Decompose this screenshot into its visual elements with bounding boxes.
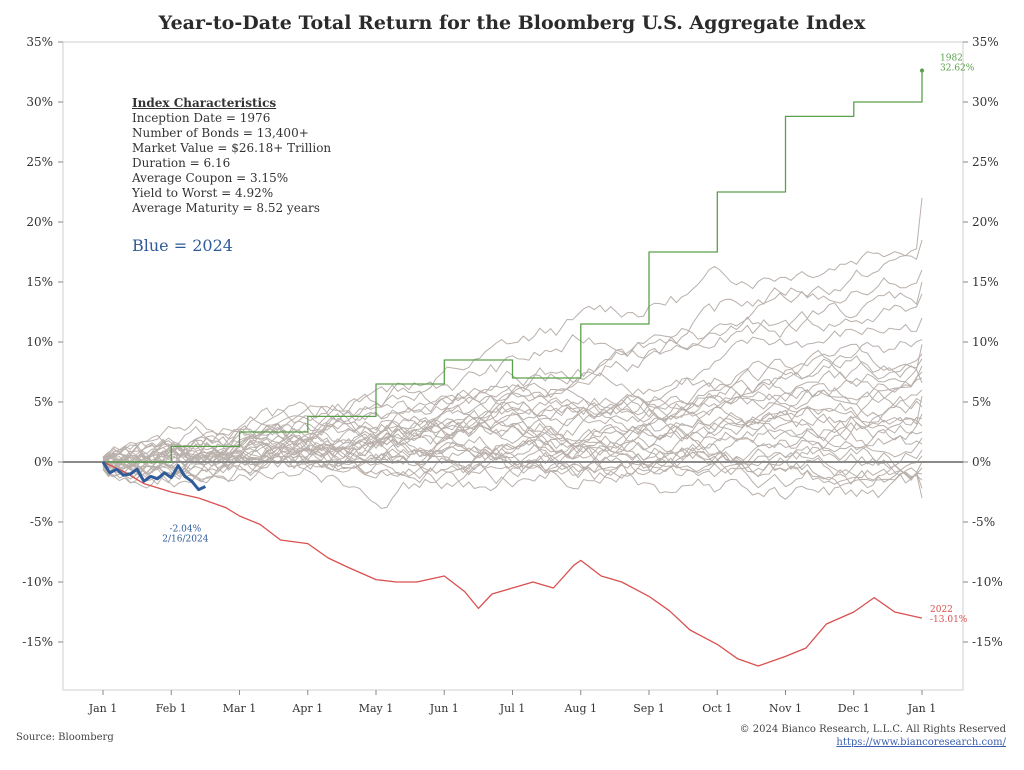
y-tick-label-right: 15% <box>972 275 999 289</box>
chart-title: Year-to-Date Total Return for the Bloomb… <box>158 12 866 34</box>
background-year-line <box>102 389 923 469</box>
blue-legend-note: Blue = 2024 <box>132 236 233 255</box>
annotation-2024: -2.04% <box>170 524 202 534</box>
x-tick-label: Aug 1 <box>563 702 597 715</box>
highlight-series <box>101 70 923 667</box>
characteristics-line: Yield to Worst = 4.92% <box>132 186 274 200</box>
y-tick-label-right: 5% <box>972 395 991 409</box>
y-tick-label-left: -15% <box>22 635 53 649</box>
source-note: Source: Bloomberg <box>16 732 114 743</box>
annotation-2022: 2022 <box>930 605 953 615</box>
x-tick-label: Apr 1 <box>291 702 323 715</box>
x-tick-label: Jan 1 <box>88 702 118 715</box>
y-tick-label-left: 30% <box>26 95 53 109</box>
y-tick-label-right: 25% <box>972 155 999 169</box>
x-tick-label: Sep 1 <box>633 702 665 715</box>
axes: 35% 35% 30% 30% 25% 25% 20% 20% 15% 15% 10% 10% 5% 5%… <box>22 35 1002 715</box>
background-year-line <box>102 377 923 488</box>
y-tick-label-right: -10% <box>972 575 1003 589</box>
x-tick-label: Feb 1 <box>156 702 187 715</box>
characteristics-header: Index Characteristics <box>132 96 277 110</box>
y-tick-label-right: 20% <box>972 215 999 229</box>
series-line-2024 <box>101 461 207 492</box>
x-tick-label: Nov 1 <box>769 702 802 715</box>
y-tick-label-right: 0% <box>972 455 991 469</box>
x-tick-label: Mar 1 <box>223 702 257 715</box>
x-tick-label: Jun 1 <box>429 702 459 715</box>
y-tick-label-left: 35% <box>26 35 53 49</box>
annotation-2022: -13.01% <box>930 615 968 625</box>
background-year-line <box>102 402 923 484</box>
index-characteristics: Index Characteristics Inception Date = 1… <box>132 96 331 216</box>
y-tick-label-left: 10% <box>26 335 53 349</box>
annotation-1982: 1982 <box>940 54 963 64</box>
annotation-2024: 2/16/2024 <box>162 534 208 544</box>
y-tick-label-left: 0% <box>34 455 53 469</box>
characteristics-line: Average Maturity = 8.52 years <box>132 201 320 215</box>
background-year-line <box>102 444 923 510</box>
background-year-line <box>102 389 923 480</box>
characteristics-line: Duration = 6.16 <box>132 156 231 170</box>
x-tick-label: Oct 1 <box>702 702 732 715</box>
characteristics-line: Market Value = $26.18+ Trillion <box>132 141 332 155</box>
characteristics-line: Average Coupon = 3.15% <box>132 171 289 185</box>
annotation-1982: 32.62% <box>940 64 975 74</box>
website-link[interactable]: https://www.biancoresearch.com/ <box>836 737 1006 748</box>
series-line-2022 <box>102 461 923 667</box>
copyright-note: © 2024 Bianco Research, L.L.C. All Right… <box>739 724 1006 735</box>
y-tick-label-left: 20% <box>26 215 53 229</box>
characteristics-line: Inception Date = 1976 <box>132 111 271 125</box>
x-tick-label: May 1 <box>359 702 394 715</box>
series-line-1982 <box>103 70 923 463</box>
x-tick-label: Jan 1 <box>907 702 937 715</box>
x-tick-label: Dec 1 <box>838 702 870 715</box>
y-tick-label-right: 35% <box>972 35 999 49</box>
endpoint-marker-1982 <box>920 68 924 73</box>
y-tick-label-left: -10% <box>22 575 53 589</box>
y-tick-label-right: -15% <box>972 635 1003 649</box>
y-tick-label-right: 10% <box>972 335 999 349</box>
background-year-line <box>102 443 923 492</box>
y-tick-label-left: -5% <box>30 515 53 529</box>
y-tick-label-left: 25% <box>26 155 53 169</box>
background-year-line <box>102 440 923 485</box>
y-tick-label-right: -5% <box>972 515 995 529</box>
y-tick-label-left: 15% <box>26 275 53 289</box>
y-tick-label-left: 5% <box>34 395 53 409</box>
characteristics-line: Number of Bonds = 13,400+ <box>132 126 309 140</box>
background-year-line <box>102 439 923 500</box>
x-tick-label: Jul 1 <box>499 702 526 715</box>
y-tick-label-right: 30% <box>972 95 999 109</box>
